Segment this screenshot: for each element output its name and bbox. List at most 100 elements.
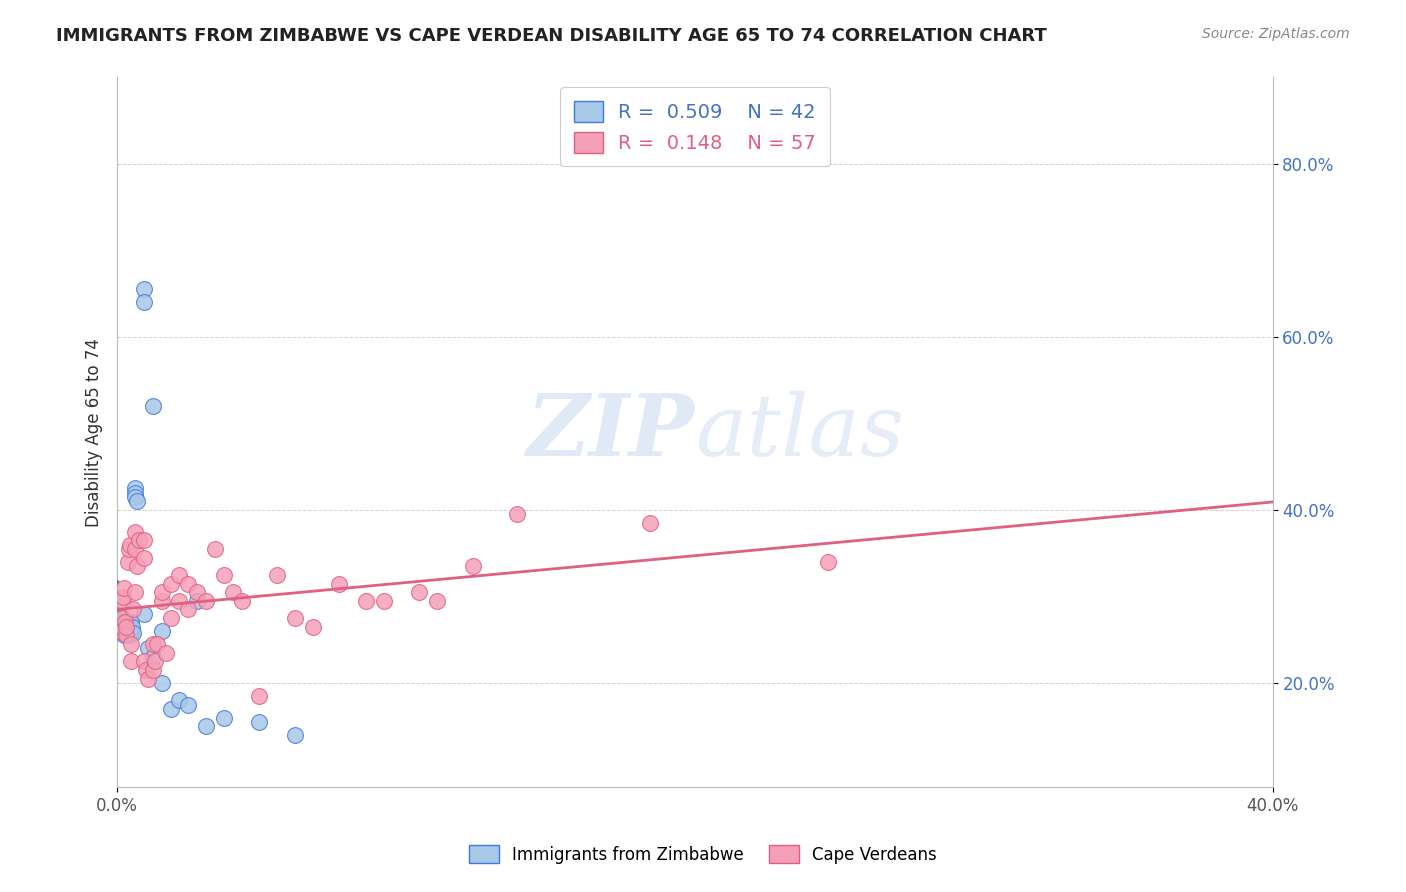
Point (115, 628, 138, 642)
Point (146, 637, 169, 651)
Point (132, 654, 155, 668)
Point (132, 295, 155, 310)
Point (506, 508, 529, 522)
Point (354, 594, 377, 608)
Text: atlas: atlas (695, 391, 904, 474)
Point (169, 567, 191, 582)
Point (136, 641, 159, 656)
Point (125, 494, 148, 508)
Point (150, 676, 173, 690)
Point (159, 611, 181, 625)
Point (222, 585, 245, 599)
Point (124, 541, 146, 556)
Point (177, 576, 200, 591)
Point (108, 615, 131, 630)
Legend: R =  0.509    N = 42, R =  0.148    N = 57: R = 0.509 N = 42, R = 0.148 N = 57 (560, 87, 830, 167)
Point (177, 602, 200, 616)
Point (231, 594, 253, 608)
Point (112, 590, 135, 604)
Point (142, 399, 165, 413)
Point (373, 594, 395, 608)
Point (204, 541, 226, 556)
Point (169, 693, 191, 707)
Point (115, 617, 138, 632)
Point (159, 576, 181, 591)
Point (118, 541, 141, 556)
Point (110, 624, 132, 639)
Point (150, 585, 173, 599)
Point (118, 620, 141, 634)
Point (111, 615, 134, 630)
Y-axis label: Disability Age 65 to 74: Disability Age 65 to 74 (86, 338, 103, 526)
Point (640, 516, 662, 530)
Point (266, 567, 288, 582)
Point (118, 624, 141, 639)
Point (111, 594, 134, 608)
Point (115, 623, 138, 637)
Point (136, 672, 159, 686)
Point (135, 663, 157, 677)
Point (301, 620, 323, 634)
Legend: Immigrants from Zimbabwe, Cape Verdeans: Immigrants from Zimbabwe, Cape Verdeans (463, 838, 943, 871)
Point (115, 615, 138, 630)
Point (247, 689, 270, 703)
Point (120, 625, 142, 640)
Point (112, 624, 135, 639)
Point (186, 585, 208, 599)
Point (169, 594, 191, 608)
Point (132, 282, 155, 296)
Point (132, 607, 155, 621)
Point (114, 615, 136, 630)
Point (108, 611, 131, 625)
Point (159, 702, 181, 716)
Point (125, 559, 148, 574)
Point (111, 611, 134, 625)
Point (195, 594, 218, 608)
Point (115, 620, 138, 634)
Point (117, 555, 139, 569)
Point (195, 719, 218, 733)
Point (212, 711, 235, 725)
Point (124, 485, 146, 500)
Point (426, 594, 449, 608)
Point (118, 538, 141, 552)
Point (112, 581, 135, 595)
Point (247, 714, 270, 729)
Point (122, 602, 145, 616)
Point (112, 620, 135, 634)
Point (143, 654, 166, 668)
Point (142, 663, 165, 677)
Point (120, 615, 142, 630)
Point (120, 624, 142, 639)
Text: ZIP: ZIP (527, 391, 695, 474)
Point (132, 550, 155, 565)
Point (461, 559, 484, 574)
Point (118, 628, 141, 642)
Point (114, 625, 136, 640)
Text: IMMIGRANTS FROM ZIMBABWE VS CAPE VERDEAN DISABILITY AGE 65 TO 74 CORRELATION CHA: IMMIGRANTS FROM ZIMBABWE VS CAPE VERDEAN… (56, 27, 1047, 45)
Point (155, 646, 177, 660)
Point (177, 698, 200, 712)
Point (117, 615, 139, 630)
Point (408, 585, 430, 599)
Point (111, 620, 134, 634)
Point (122, 625, 145, 640)
Point (212, 567, 235, 582)
Point (284, 611, 307, 625)
Point (128, 533, 150, 548)
Point (150, 624, 173, 639)
Point (111, 611, 134, 625)
Point (110, 620, 132, 634)
Point (124, 490, 146, 504)
Point (124, 482, 146, 496)
Point (150, 594, 173, 608)
Point (817, 555, 839, 569)
Point (108, 624, 131, 639)
Point (328, 576, 350, 591)
Point (124, 585, 146, 599)
Text: Source: ZipAtlas.com: Source: ZipAtlas.com (1202, 27, 1350, 41)
Point (124, 524, 146, 539)
Point (112, 628, 135, 642)
Point (142, 637, 165, 651)
Point (121, 620, 143, 634)
